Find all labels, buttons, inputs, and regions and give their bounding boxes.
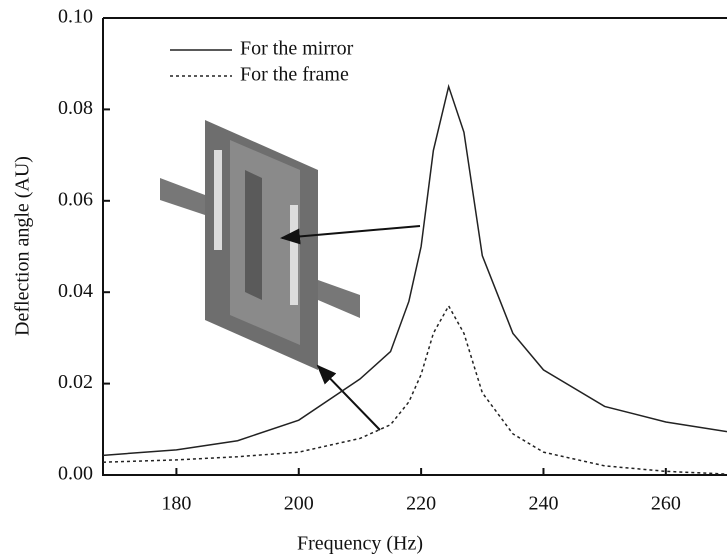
x-axis-label: Frequency (Hz) [297, 533, 423, 555]
y-tick-label: 0.10 [58, 6, 93, 28]
y-tick-label: 0.06 [58, 188, 93, 210]
series-line [103, 304, 727, 475]
y-tick-label: 0.04 [58, 280, 93, 302]
y-tick-label: 0.08 [58, 97, 93, 119]
x-tick-label: 180 [161, 493, 191, 515]
legend-label: For the frame [240, 64, 349, 86]
x-tick-label: 260 [651, 493, 681, 515]
x-tick-label: 240 [528, 493, 558, 515]
series-line [103, 83, 727, 457]
x-tick-label: 200 [284, 493, 314, 515]
inset-figure [160, 120, 421, 431]
y-tick-label: 0.00 [58, 463, 93, 485]
y-axis-label: Deflection angle (AU) [12, 156, 34, 336]
plot-area [103, 83, 727, 475]
legend-label: For the mirror [240, 38, 354, 60]
y-tick-label: 0.02 [58, 371, 93, 393]
x-tick-label: 220 [406, 493, 436, 515]
axes-frame [102, 17, 727, 476]
